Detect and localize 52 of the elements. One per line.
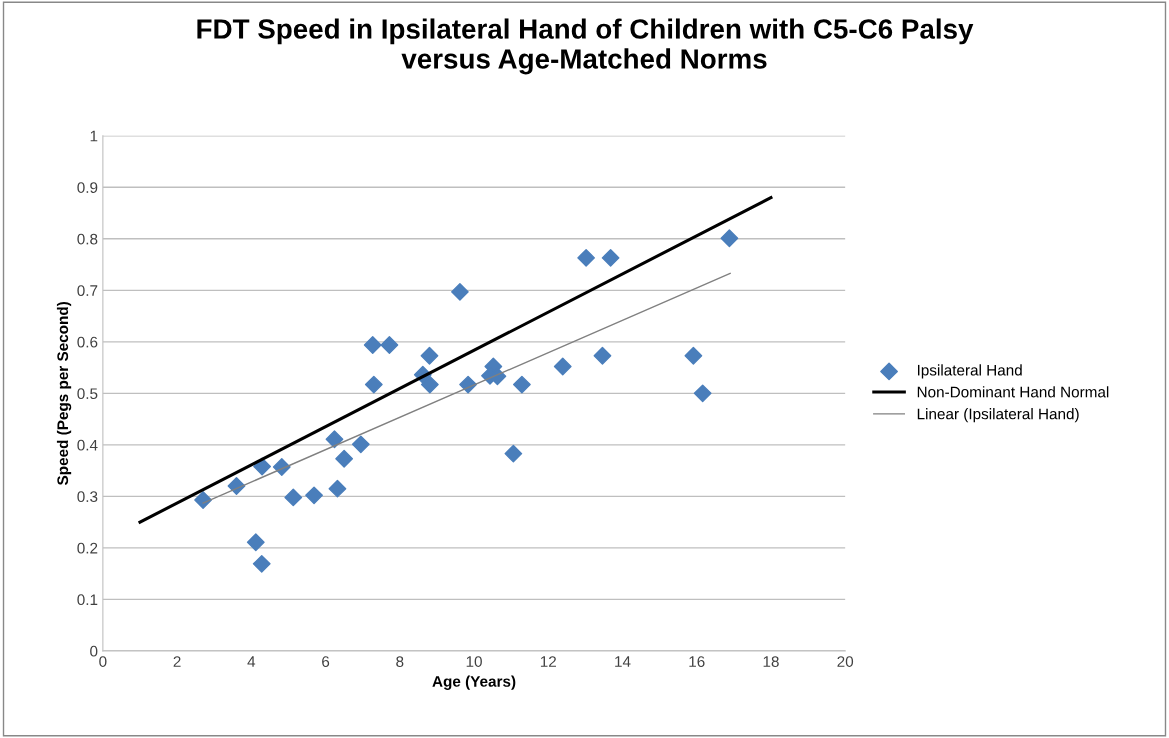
- point: [325, 430, 344, 449]
- point: [593, 346, 612, 365]
- point: [553, 357, 572, 376]
- legend-label: Linear (Ipsilateral Hand): [917, 408, 1079, 423]
- x-tick-label: 8: [396, 656, 404, 667]
- x-tick-label: 12: [540, 656, 556, 667]
- y-tick-label: 0.8: [77, 233, 98, 245]
- y-tick-label: 0.5: [77, 388, 98, 400]
- x-tick-label: 18: [763, 656, 779, 667]
- point: [684, 346, 703, 365]
- x-tick-label: 2: [173, 656, 181, 667]
- point: [351, 435, 370, 454]
- y-tick-label: 0.9: [77, 182, 98, 193]
- point: [380, 336, 399, 354]
- point: [328, 479, 347, 498]
- point: [194, 491, 212, 509]
- legend-label: Ipsilateral Hand: [917, 364, 1022, 379]
- point: [504, 444, 523, 463]
- point: [512, 375, 531, 394]
- chart-title: FDT Speed in Ipsilateral Hand of Children with C5-C6 Palsy versus Age-Matched Norms: [197, 18, 974, 75]
- y-tick-label: 0.4: [77, 439, 98, 451]
- point: [252, 554, 271, 573]
- x-axis-title: Age (Years): [432, 675, 516, 690]
- point: [363, 336, 382, 354]
- y-tick-label: 0.7: [77, 285, 98, 297]
- y-tick-label: 0: [90, 645, 98, 657]
- x-tick-label: 6: [322, 656, 330, 667]
- y-tick-label: 0.6: [77, 336, 98, 348]
- point: [720, 229, 739, 248]
- point: [420, 346, 439, 365]
- point: [284, 488, 303, 507]
- x-tick-label: 14: [615, 656, 631, 667]
- x-tick-label: 16: [689, 656, 705, 667]
- x-tick-label: 10: [466, 656, 482, 667]
- x-tick-label: 4: [247, 656, 256, 667]
- point: [246, 533, 265, 552]
- point: [451, 282, 469, 301]
- y-tick-label: 1: [90, 130, 98, 142]
- x-tick-label: 0: [99, 656, 107, 667]
- point: [305, 486, 323, 505]
- y-tick-label: 0.3: [77, 491, 98, 503]
- point: [420, 375, 439, 394]
- point: [577, 248, 596, 267]
- y-tick-label: 0.1: [77, 594, 98, 606]
- point: [364, 375, 383, 394]
- y-axis-title: Speed (Pegs per Second): [56, 301, 72, 486]
- point: [335, 449, 354, 468]
- legend-label: Non-Dominant Hand Normal: [917, 386, 1109, 398]
- x-tick-label: 20: [837, 656, 854, 667]
- y-tick-label: 0.2: [77, 542, 98, 554]
- point: [601, 248, 620, 267]
- point: [693, 384, 712, 403]
